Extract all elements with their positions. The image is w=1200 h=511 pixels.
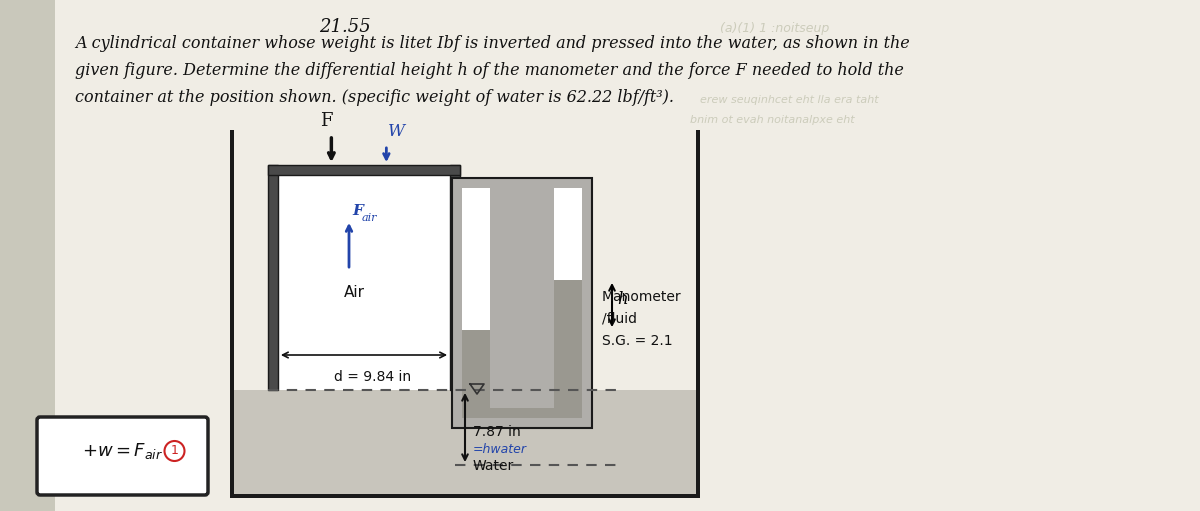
Bar — [450, 165, 460, 390]
Text: Air: Air — [343, 285, 365, 300]
Text: d = 9.84 in: d = 9.84 in — [334, 370, 412, 384]
Text: bnim ot evah noitanalpxe eht: bnim ot evah noitanalpxe eht — [690, 115, 854, 125]
Text: (a)(1) 1 :noitseup: (a)(1) 1 :noitseup — [720, 22, 829, 35]
Bar — [230, 494, 700, 498]
Bar — [230, 130, 234, 498]
Bar — [462, 188, 490, 418]
Text: $+w = F_{air}$: $+w = F_{air}$ — [82, 441, 163, 461]
Text: W: W — [389, 123, 406, 140]
Text: 7.87 in: 7.87 in — [473, 426, 521, 439]
Text: =hwater: =hwater — [473, 443, 527, 456]
Text: /fluid: /fluid — [602, 312, 637, 326]
Text: A cylindrical container whose weight is litet Ibf is inverted and pressed into t: A cylindrical container whose weight is … — [74, 35, 910, 52]
Bar — [278, 175, 450, 390]
Text: Manometer: Manometer — [602, 290, 682, 304]
Text: 1: 1 — [170, 445, 179, 457]
Bar — [462, 408, 582, 418]
Bar — [230, 390, 700, 498]
Bar — [462, 408, 582, 418]
Bar — [554, 280, 582, 408]
Bar — [554, 188, 582, 418]
Text: given figure. Determine the differential height h of the manometer and the force: given figure. Determine the differential… — [74, 62, 904, 79]
Text: Water: Water — [473, 458, 515, 473]
Bar — [268, 165, 278, 390]
Text: erew seuqinhcet eht lla era taht: erew seuqinhcet eht lla era taht — [700, 95, 878, 105]
Text: container at the position shown. (specific weight of water is 62.22 lbf/ft³).: container at the position shown. (specif… — [74, 89, 674, 106]
Bar — [0, 0, 55, 511]
Bar — [452, 178, 592, 428]
Text: F: F — [320, 112, 332, 130]
Circle shape — [164, 441, 185, 461]
Text: S.G. = 2.1: S.G. = 2.1 — [602, 334, 673, 348]
Text: 21.55: 21.55 — [319, 18, 371, 36]
Text: air: air — [362, 213, 378, 223]
Text: F: F — [352, 204, 362, 218]
Bar — [462, 330, 490, 408]
Text: h: h — [617, 291, 628, 309]
FancyBboxPatch shape — [37, 417, 208, 495]
Bar — [696, 130, 700, 498]
Bar — [268, 165, 460, 175]
